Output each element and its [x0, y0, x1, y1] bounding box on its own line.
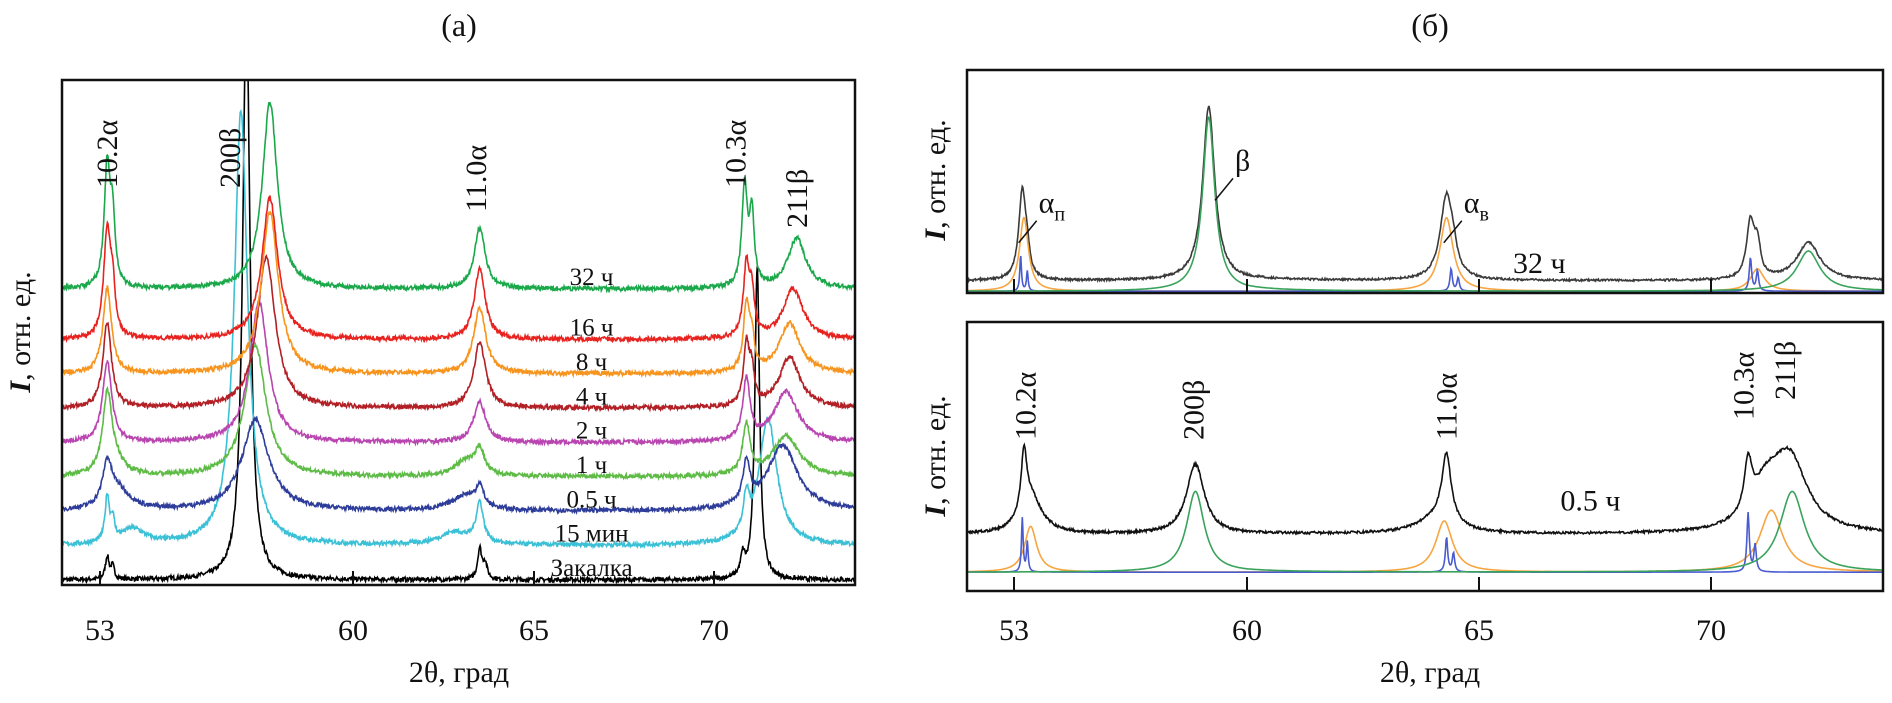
series-line-component-2 [967, 255, 1883, 292]
series-line-component-3 [967, 116, 1883, 292]
plot-area [967, 105, 1883, 292]
series-label: 2 ч [576, 418, 607, 445]
x-tick-label: 65 [1464, 614, 1494, 647]
x-axis-label: 2θ, град [409, 656, 509, 689]
x-tick-label: 70 [1696, 614, 1726, 647]
series-line-16 ч [62, 195, 855, 345]
series-line-15 мин [62, 108, 855, 550]
plot-area [62, 80, 855, 585]
plot-area [967, 442, 1883, 573]
y-axis-label: I, отн. ед. [919, 395, 952, 517]
peak-label: 10.3α [1727, 352, 1760, 421]
plot-frame [965, 320, 1885, 593]
annotation-label: β [1235, 144, 1250, 177]
series-line-0.5 ч [62, 415, 855, 515]
series-line-component-0 [967, 105, 1883, 284]
series-line-component-0 [967, 442, 1883, 536]
series-label: 8 ч [576, 349, 607, 376]
peak-label: 11.0α [1431, 373, 1464, 440]
x-tick-label: 70 [699, 614, 729, 647]
series-line-component-3 [967, 490, 1883, 573]
peak-label: 200β [214, 128, 247, 188]
panel-sample-label: 0.5 ч [1560, 484, 1620, 517]
panel-a-title: (а) [441, 7, 477, 43]
panel-sample-label: 32 ч [1513, 247, 1566, 280]
series-line-32 ч [62, 101, 855, 294]
series-label: 1 ч [576, 452, 607, 479]
series-label: 4 ч [576, 383, 607, 410]
plot-frame [965, 68, 1885, 295]
annotation-label: αп [1039, 187, 1066, 226]
series-line-Закалка [62, 80, 855, 585]
peak-label: 200β [1178, 380, 1211, 440]
panel-0: 53 60 65 70 2θ, град I, отн. ед. 10.2α 200β 11.0… [4, 78, 857, 689]
series-line-8 ч [62, 210, 855, 379]
series-line-2 ч [62, 299, 855, 447]
series-line-4 ч [62, 254, 855, 413]
annotation-leader [1443, 220, 1463, 244]
x-tick-label: 65 [519, 614, 549, 647]
panel-1: I, отн. ед. 32 ч αп β αв [919, 68, 1885, 295]
peak-label: 10.2α [91, 120, 124, 189]
panel-b-title: (б) [1411, 7, 1449, 43]
series-line-component-2 [967, 511, 1883, 573]
x-tick-label: 53 [85, 614, 115, 647]
series-label: Закалка [551, 555, 633, 582]
y-axis-label: I, отн. ед. [919, 119, 952, 241]
peak-label: 10.3α [720, 120, 753, 189]
annotation-leader [1214, 177, 1234, 201]
series-label: 0.5 ч [567, 486, 617, 513]
panel-2: 53 60 65 70 2θ, град I, отн. ед. 10.2α 200β 11.0… [919, 320, 1885, 689]
peak-label: 11.0α [460, 145, 493, 212]
peak-label: 10.2α [1010, 372, 1043, 441]
series-label: 16 ч [570, 315, 614, 342]
annotation-leader [1018, 220, 1038, 244]
plot-frame [60, 78, 857, 587]
x-tick-label: 60 [338, 614, 368, 647]
peak-label: 211β [1769, 341, 1802, 400]
series-line-1 ч [62, 341, 855, 482]
x-tick-label: 60 [1232, 614, 1262, 647]
y-axis-label: I, отн. ед. [4, 271, 37, 393]
annotation-label: αв [1464, 187, 1489, 226]
series-label: 15 мин [555, 521, 629, 548]
x-tick-label: 53 [999, 614, 1029, 647]
peak-label: 211β [781, 169, 814, 228]
x-axis-label: 2θ, град [1380, 656, 1480, 689]
series-label: 32 ч [570, 264, 614, 291]
